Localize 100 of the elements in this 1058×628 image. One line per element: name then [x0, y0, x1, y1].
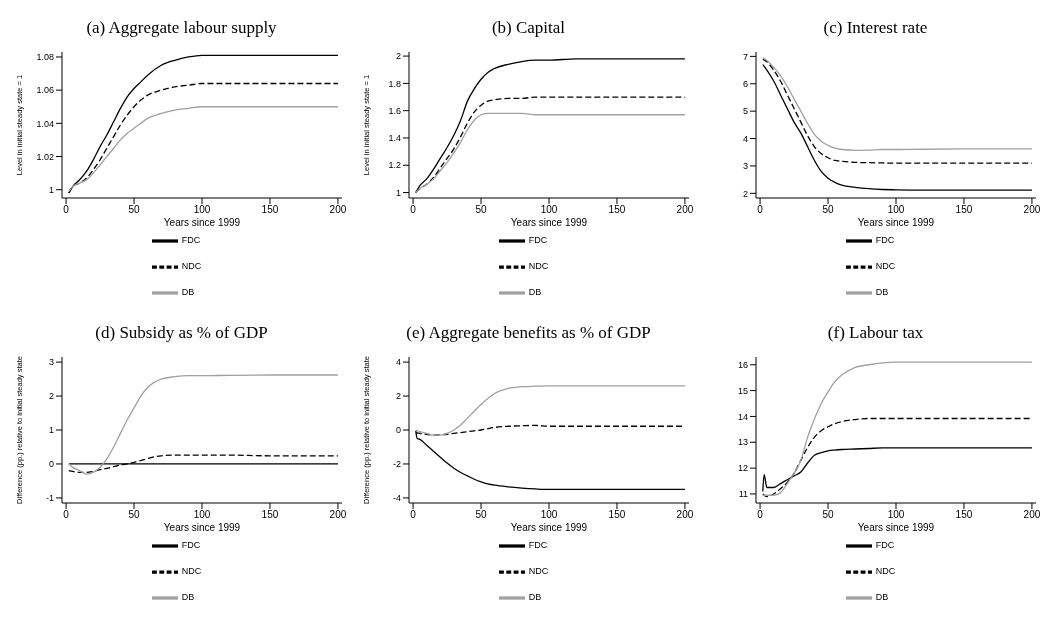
x-tick-label: 150 [261, 509, 279, 521]
chart-title: (f) Labour tax [826, 322, 925, 344]
x-tick-label: 200 [1023, 509, 1041, 521]
legend-label: FDC [875, 235, 895, 246]
x-tick-label: 200 [1023, 204, 1041, 216]
line-series [67, 106, 339, 193]
x-tick-label: 50 [127, 204, 140, 216]
y-tick-label: 11 [738, 489, 748, 500]
legend-label: FDC [875, 540, 895, 551]
x-tick-label: 50 [474, 204, 487, 216]
y-tick-label: 4 [395, 357, 401, 368]
x-tick-label: 0 [62, 204, 69, 216]
y-tick-label: 13 [737, 437, 748, 448]
x-axis-title: Years since 1999 [857, 217, 935, 228]
legend-label: DB [528, 287, 542, 298]
y-tick-label: 1.06 [35, 85, 54, 96]
y-tick-label: 7 [742, 51, 748, 62]
x-tick-label: 200 [329, 204, 347, 216]
x-tick-label: 150 [955, 204, 973, 216]
legend-label: DB [875, 287, 889, 298]
x-tick-label: 200 [329, 509, 347, 521]
legend-label: FDC [528, 235, 548, 246]
y-tick-label: 3 [742, 161, 748, 172]
y-tick-label: -4 [392, 493, 401, 504]
legend-label: NDC [528, 566, 549, 577]
y-tick-label: 1.2 [387, 160, 401, 171]
y-tick-label: 12 [737, 463, 748, 474]
x-tick-label: 50 [127, 509, 140, 521]
legend-label: NDC [528, 261, 549, 272]
legend-label: DB [181, 592, 195, 603]
line-series [414, 385, 686, 436]
legend-label: DB [528, 592, 542, 603]
legend-label: FDC [181, 235, 201, 246]
y-tick-label: 1.04 [35, 118, 54, 129]
legend-label: NDC [181, 566, 202, 577]
chart-title: (c) Interest rate [822, 17, 929, 39]
chart-title: (b) Capital [490, 17, 567, 39]
x-tick-label: 100 [193, 204, 211, 216]
x-tick-label: 0 [756, 204, 763, 216]
x-tick-label: 100 [887, 204, 905, 216]
x-axis-title: Years since 1999 [163, 522, 241, 533]
y-tick-label: 1.4 [387, 133, 401, 144]
y-tick-label: 0 [48, 459, 54, 470]
x-tick-label: 100 [540, 204, 558, 216]
y-tick-label: 4 [742, 133, 748, 144]
y-tick-label: 1 [48, 184, 54, 195]
line-series [761, 361, 1033, 496]
y-tick-label: 2 [742, 188, 748, 199]
x-tick-label: 200 [676, 509, 694, 521]
x-tick-label: 100 [887, 509, 905, 521]
chart-title: (a) Aggregate labour supply [85, 17, 278, 39]
legend-label: DB [875, 592, 889, 603]
y-tick-label: 2 [395, 51, 401, 62]
y-tick-label: 6 [742, 78, 748, 89]
x-tick-label: 0 [756, 509, 763, 521]
y-tick-label: 5 [742, 106, 748, 117]
x-tick-label: 50 [474, 509, 487, 521]
x-axis-title: Years since 1999 [163, 217, 241, 228]
chart-title: (e) Aggregate benefits as % of GDP [405, 322, 652, 344]
line-series [761, 63, 1033, 191]
y-tick-label: 1.08 [35, 52, 54, 63]
x-tick-label: 0 [62, 509, 69, 521]
legend-label: NDC [181, 261, 202, 272]
y-tick-label: 1.6 [387, 105, 401, 116]
y-tick-label: 0 [395, 425, 401, 436]
legend-label: FDC [528, 540, 548, 551]
x-axis-title: Years since 1999 [510, 217, 588, 228]
y-tick-label: 1 [48, 425, 54, 436]
chart-title: (d) Subsidy as % of GDP [94, 322, 269, 344]
x-tick-label: 150 [955, 509, 973, 521]
line-series [67, 454, 339, 474]
y-tick-label: 2 [395, 391, 401, 402]
y-tick-label: 1 [395, 187, 401, 198]
legend-label: NDC [875, 566, 896, 577]
y-tick-label: 14 [737, 411, 748, 422]
x-tick-label: 200 [676, 204, 694, 216]
legend-label: FDC [181, 540, 201, 551]
line-series [414, 112, 686, 194]
y-tick-label: 1.02 [35, 151, 54, 162]
x-axis-title: Years since 1999 [857, 522, 935, 533]
x-axis-title: Years since 1999 [510, 522, 588, 533]
y-tick-label: 2 [48, 391, 54, 402]
x-tick-label: 50 [821, 509, 834, 521]
x-tick-label: 50 [821, 204, 834, 216]
y-tick-label: 3 [48, 357, 54, 368]
x-tick-label: 100 [540, 509, 558, 521]
y-tick-label: 16 [737, 359, 748, 370]
x-tick-label: 150 [608, 204, 626, 216]
x-tick-label: 150 [261, 204, 279, 216]
y-tick-label: 15 [737, 385, 748, 396]
y-tick-label: -1 [45, 493, 54, 504]
y-tick-label: 1.8 [387, 78, 401, 89]
x-tick-label: 150 [608, 509, 626, 521]
x-tick-label: 100 [193, 509, 211, 521]
legend-label: NDC [875, 261, 896, 272]
x-tick-label: 0 [409, 509, 416, 521]
legend-label: DB [181, 287, 195, 298]
line-series [67, 374, 339, 475]
x-tick-label: 0 [409, 204, 416, 216]
y-tick-label: -2 [392, 459, 401, 470]
